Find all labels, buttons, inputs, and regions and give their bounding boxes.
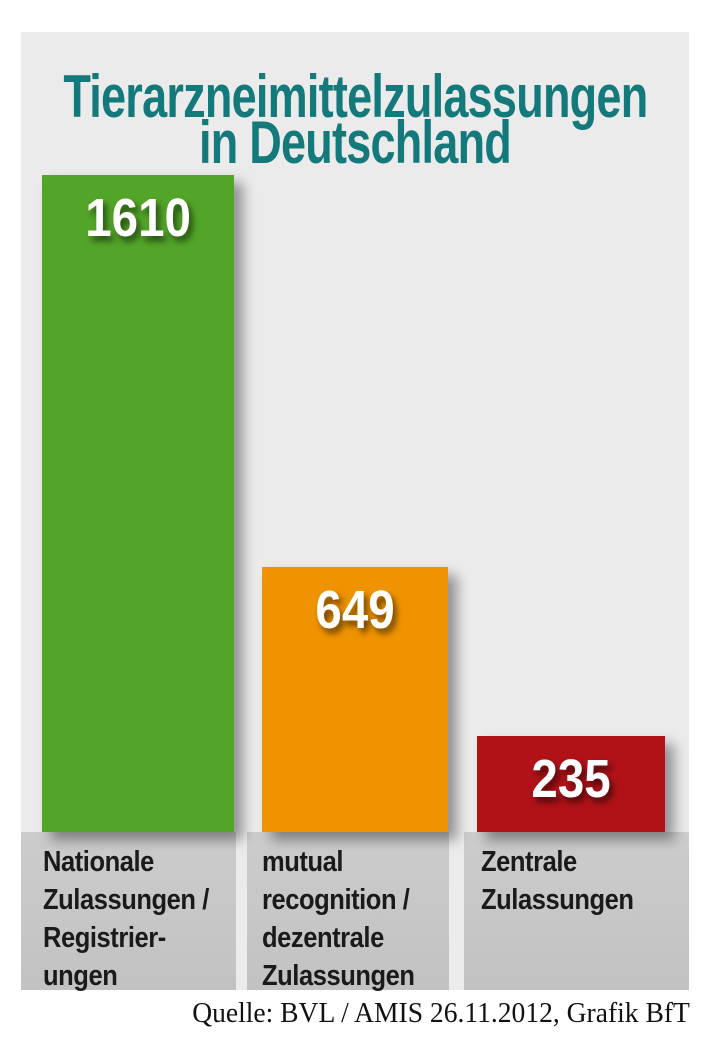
chart-title: Tierarzneimittelzulassungen in Deutschla… [21,63,689,176]
bar-zentrale-zulassungen: 235 [477,736,665,832]
category-label-cell-nationale: Nationale Zulassungen / Registrier- unge… [21,832,236,992]
category-label-cell-zentrale: Zentrale Zulassungen [464,832,689,990]
bar-nationale-zulassungen: 1610 [42,175,234,832]
bar-mutual-recognition: 649 [262,567,448,832]
chart-title-line1: Tierarzneimittelzulassungen [62,63,648,130]
bar-value-label: 649 [315,580,395,640]
category-label-text: Nationale Zulassungen / Registrier- unge… [43,846,209,992]
bar-value-label: 235 [531,749,611,809]
category-label-text: Zentrale Zulassungen [481,846,634,916]
source-credit: Quelle: BVL / AMIS 26.11.2012, Grafik Bf… [192,997,690,1029]
bar-value-label: 1610 [85,188,191,248]
category-label-text: mutual recognition / dezentrale Zulassun… [262,846,415,992]
category-label-cell-mutual-recognition: mutual recognition / dezentrale Zulassun… [247,832,449,992]
chart-title-line2: in Deutschland [198,109,512,176]
